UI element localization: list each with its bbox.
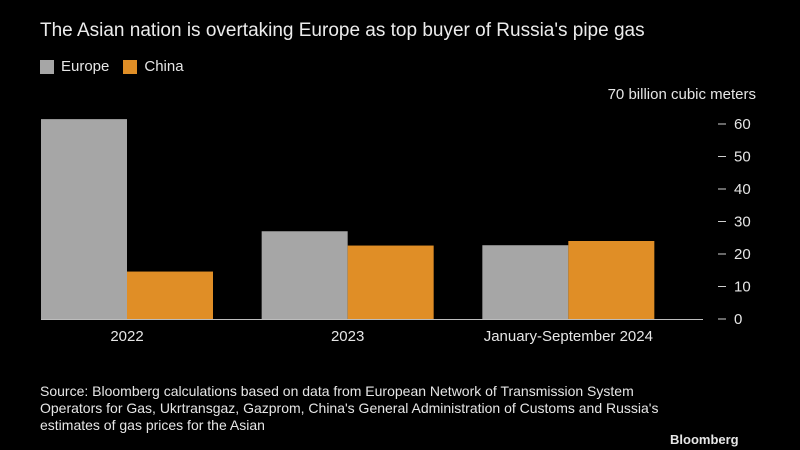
legend: Europe China <box>40 58 198 75</box>
y-tick-label-40: 40 <box>734 181 751 198</box>
source-note: Source: Bloomberg calculations based on … <box>40 383 659 433</box>
bar-china-1 <box>347 245 434 319</box>
bar-china-0 <box>127 271 213 319</box>
bar-china-2 <box>568 241 655 319</box>
legend-item-europe: Europe <box>40 58 109 75</box>
legend-swatch-europe <box>40 59 54 74</box>
legend-label-china: China <box>144 58 184 75</box>
axis-unit-label: 70 billion cubic meters <box>607 86 756 103</box>
y-tick-label-50: 50 <box>734 149 751 166</box>
x-tick-label-0: 2022 <box>110 328 143 345</box>
chart-title: The Asian nation is overtaking Europe as… <box>40 20 645 41</box>
bar-europe-1 <box>261 231 348 319</box>
x-tick-label-1: 2023 <box>331 328 364 345</box>
x-tick-label-2: January-September 2024 <box>484 328 653 345</box>
footer-brand-mark: Bloomberg <box>670 432 739 447</box>
bar-europe-2 <box>482 245 569 319</box>
y-tick-label-60: 60 <box>734 116 751 133</box>
y-tick-label-0: 0 <box>734 311 742 328</box>
y-tick-label-30: 30 <box>734 214 751 231</box>
legend-label-europe: Europe <box>61 58 110 75</box>
legend-swatch-china <box>123 59 138 74</box>
y-tick-label-10: 10 <box>734 279 751 296</box>
legend-item-china: China <box>123 58 184 75</box>
bar-europe-0 <box>41 119 127 319</box>
y-tick-label-20: 20 <box>734 246 751 263</box>
